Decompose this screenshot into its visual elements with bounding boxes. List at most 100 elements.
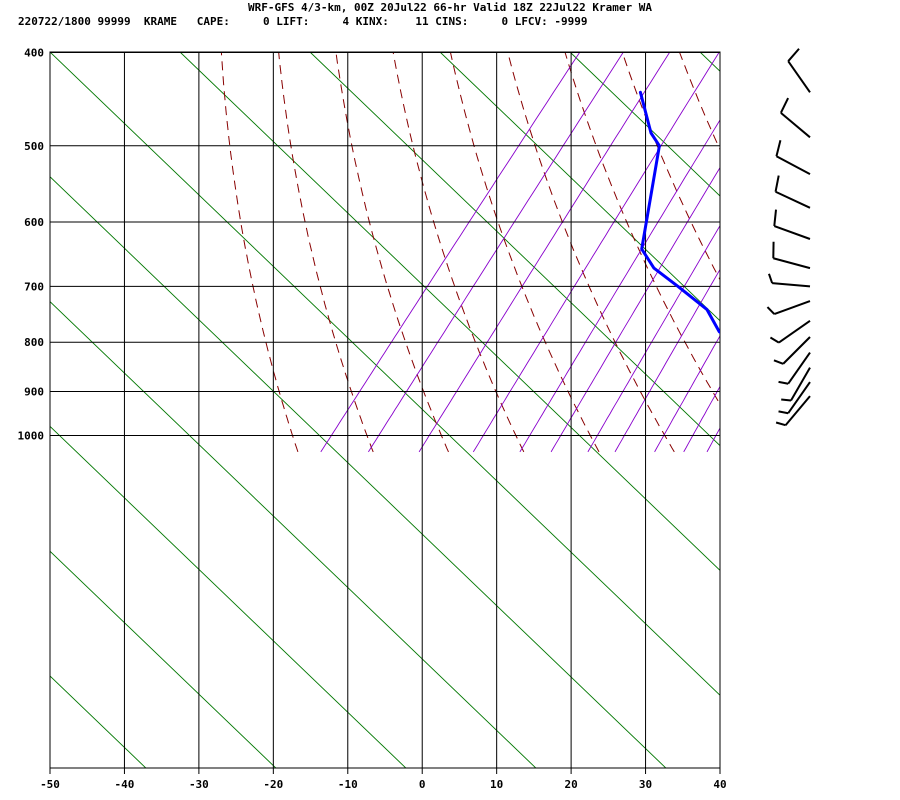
mixing-ratio-line (837, 53, 900, 452)
mixing-ratio-line (368, 52, 624, 453)
green-diagonal-line (0, 52, 30, 782)
wind-barb (781, 367, 811, 402)
sounding-stats: 220722/1800 99999 KRAME CAPE: 0 LIFT: 4 … (18, 15, 588, 28)
wind-barb-flag (778, 410, 789, 415)
dry-adiabat-line (679, 52, 720, 151)
wind-barb-flag (769, 336, 780, 344)
dry-adiabat-line (852, 53, 900, 452)
green-diagonal-line (569, 52, 720, 197)
wind-barb (778, 352, 811, 385)
mixing-ratio-line (683, 385, 720, 453)
wind-barb-flag (781, 398, 792, 402)
wind-barb-staff (772, 282, 811, 288)
x-tick-label: -20 (263, 778, 283, 791)
wind-barb-staff (787, 352, 811, 385)
dry-adiabat-line (564, 52, 720, 406)
mixing-ratio-line (891, 53, 900, 452)
x-tick-label: -10 (338, 778, 358, 791)
x-tick-label: 20 (564, 778, 577, 791)
x-tick-label: 0 (419, 778, 426, 791)
wind-barb (773, 336, 811, 365)
wind-barb (775, 395, 811, 427)
wind-barb-staff (775, 155, 811, 175)
wind-barb (772, 241, 811, 270)
wind-barb-flag (766, 306, 776, 315)
chart-title: WRF-GFS 4/3-km, 00Z 20Jul22 66-hr Valid … (248, 1, 652, 14)
wind-barb-staff (778, 319, 811, 344)
wind-barb (773, 209, 811, 240)
green-diagonal-line (50, 675, 147, 768)
green-diagonal-line (439, 52, 720, 322)
wind-barb-flag (774, 175, 780, 192)
wind-barb-flag (767, 273, 774, 284)
wind-barb (767, 273, 811, 288)
mixing-ratio-line (771, 53, 900, 452)
green-diagonal-line (179, 52, 720, 572)
green-diagonal-line (50, 550, 277, 768)
background-lines (0, 52, 900, 782)
wind-barb-staff (784, 395, 811, 426)
wind-barb (778, 381, 811, 415)
wind-barb-flag (775, 421, 786, 427)
wind-barb-flag (787, 48, 800, 62)
wind-barb (787, 48, 811, 93)
wind-barb (775, 140, 811, 175)
dry-adiabat-line (621, 52, 720, 281)
mixing-ratio-line (418, 52, 670, 453)
wind-barb (766, 300, 811, 316)
dry-adiabat-line (737, 53, 900, 452)
pressure-tick-label: 900 (24, 385, 44, 398)
mixing-ratio-line (614, 268, 720, 453)
mixing-ratio-line (587, 224, 720, 453)
mixing-ratio-line (743, 53, 900, 452)
x-tick-label: 10 (490, 778, 503, 791)
dry-adiabat-line (392, 52, 525, 453)
wind-barb-staff (773, 300, 811, 316)
mixing-ratio-line (864, 53, 900, 452)
wind-barb-staff (775, 190, 811, 209)
mixing-ratio-line (654, 335, 720, 453)
wind-barb-staff (787, 60, 811, 93)
green-diagonal-line (50, 176, 667, 768)
wind-barb-flag (778, 380, 789, 385)
pressure-tick-label: 400 (24, 47, 44, 60)
green-diagonal-line (50, 300, 537, 768)
green-diagonal-line (699, 52, 720, 72)
dry-adiabat-line (220, 52, 299, 453)
wind-barb (769, 319, 811, 344)
dry-adiabat-line (507, 52, 675, 453)
x-tick-label: -50 (40, 778, 60, 791)
dry-adiabat-line (335, 52, 449, 453)
grid (49, 51, 721, 769)
dry-adiabat-line (278, 52, 374, 453)
wind-barb-staff (780, 112, 811, 139)
x-tick-label: -40 (115, 778, 135, 791)
wind-barb-flag (775, 140, 782, 157)
wind-barb (779, 97, 811, 139)
temperature-trace (756, 92, 891, 400)
plot-frame (49, 51, 721, 769)
pressure-tick-label: 700 (24, 280, 44, 293)
x-tick-label: 40 (713, 778, 726, 791)
wind-barb-flag (773, 359, 784, 365)
x-tick-label: 30 (639, 778, 652, 791)
dewpoint-trace (638, 90, 720, 335)
wind-barb-staff (773, 257, 811, 270)
wind-barb-staff (773, 225, 811, 240)
traces (638, 90, 891, 400)
wind-barb-staff (790, 367, 811, 402)
green-diagonal-line (50, 52, 720, 696)
dry-adiabat-line (794, 53, 900, 452)
wind-barb-flag (779, 97, 790, 114)
wind-barb-staff (787, 381, 811, 414)
dry-adiabat-line (450, 52, 600, 453)
wind-barbs (766, 48, 811, 427)
pressure-tick-label: 800 (24, 336, 44, 349)
green-diagonal-line (309, 52, 720, 447)
pressure-tick-label: 1000 (18, 430, 45, 443)
pressure-tick-label: 500 (24, 140, 44, 153)
pressure-tick-label: 600 (24, 216, 44, 229)
x-tick-label: -30 (189, 778, 209, 791)
wind-barb-flag (773, 209, 777, 227)
